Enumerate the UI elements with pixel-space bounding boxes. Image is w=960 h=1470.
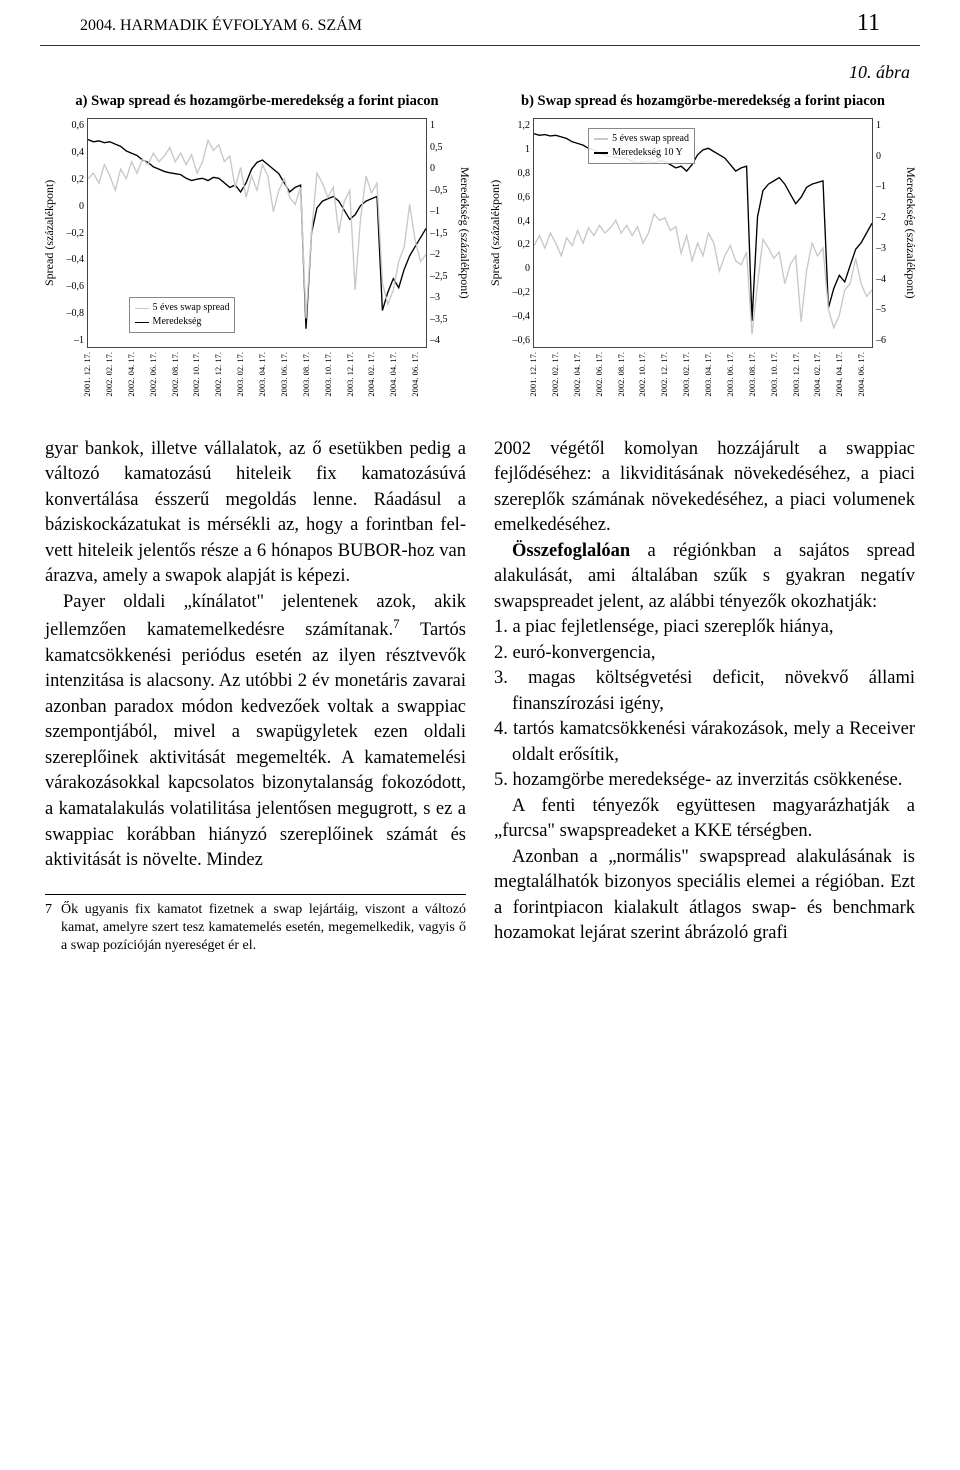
legend-item: Meredekség 10 Y — [594, 146, 689, 160]
chart-a-title: a) Swap spread és hozamgörbe-meredekség … — [40, 93, 474, 110]
chart-a-legend: 5 éves swap spreadMeredekség — [129, 297, 236, 333]
right-p4: Azonban a „normális" swapspread ala­kulá… — [494, 845, 915, 947]
chart-b-yright-label: Meredekség (százalékpont) — [901, 118, 920, 348]
footnote-7: 7 Ők ugyanis fix kamatot fizetnek a swap… — [45, 894, 466, 956]
chart-a-yright-label: Meredekség (százalékpont) — [455, 118, 474, 348]
page-number: 11 — [857, 10, 880, 37]
chart-b-legend: 5 éves swap spreadMeredekség 10 Y — [588, 128, 695, 164]
chart-b-yleft-ticks: 1,210,80,60,40,20–0,2–0,4–0,6 — [505, 118, 533, 348]
chart-a-yleft-label: Spread (százalékpont) — [40, 118, 59, 348]
chart-b: b) Swap spread és hozamgörbe-meredekség … — [486, 93, 920, 397]
chart-b-title: b) Swap spread és hozamgörbe-meredekség … — [486, 93, 920, 110]
legend-item: 5 éves swap spread — [594, 132, 689, 146]
factor-item: 4. tartós kamatcsökkenési várakozások, m… — [512, 717, 915, 768]
right-p2: Összefoglalóan a régiónkban a sajátos sp… — [494, 539, 915, 616]
left-p1: gyar bankok, illetve vállalatok, az ő es… — [45, 437, 466, 590]
right-p3: A fenti tényezők együttesen magyaráz­hat… — [494, 794, 915, 845]
legend-item: 5 éves swap spread — [135, 301, 230, 315]
chart-b-plot: 5 éves swap spreadMeredekség 10 Y — [533, 118, 873, 348]
chart-a-plot: 5 éves swap spreadMeredekség — [87, 118, 427, 348]
body-columns: gyar bankok, illetve vállalatok, az ő es… — [0, 397, 960, 955]
chart-b-yleft-label: Spread (százalékpont) — [486, 118, 505, 348]
header-title: 2004. HARMADIK ÉVFOLYAM 6. SZÁM — [80, 17, 362, 35]
factor-item: 5. hozamgörbe meredeksége- az inverz­itá… — [512, 768, 915, 794]
factor-item: 1. a piac fejletlensége, piaci szereplők… — [512, 615, 915, 641]
page-header: 2004. HARMADIK ÉVFOLYAM 6. SZÁM 11 — [40, 0, 920, 46]
left-p2: Payer oldali „kínálatot" jelentenek azok… — [45, 590, 466, 874]
chart-a-xticks: 2001. 12. 17.2002. 02. 17.2002. 04. 17.2… — [40, 352, 474, 397]
right-p1: 2002 végétől komolyan hozzájárult a swap… — [494, 437, 915, 539]
chart-a-yleft-ticks: 0,60,40,20–0,2–0,4–0,6–0,8–1 — [59, 118, 87, 348]
figure-label: 10. ábra — [0, 56, 960, 93]
charts-row: a) Swap spread és hozamgörbe-meredekség … — [0, 93, 960, 397]
legend-item: Meredekség — [135, 315, 230, 329]
chart-a-yright-ticks: 10,50–0,5–1–1,5–2–2,5–3–3,5–4 — [427, 118, 455, 348]
factor-list: 1. a piac fejletlensége, piaci szereplők… — [494, 615, 915, 794]
factor-item: 3. magas költségvetési deficit, növekvő … — [512, 666, 915, 717]
chart-b-yright-ticks: 10–1–2–3–4–5–6 — [873, 118, 901, 348]
left-column: gyar bankok, illetve vállalatok, az ő es… — [45, 437, 466, 955]
chart-a: a) Swap spread és hozamgörbe-meredekség … — [40, 93, 474, 397]
factor-item: 2. euró-konvergencia, — [512, 641, 915, 667]
chart-b-xticks: 2001. 12. 17.2002. 02. 17.2002. 04. 17.2… — [486, 352, 920, 397]
right-column: 2002 végétől komolyan hozzájárult a swap… — [494, 437, 915, 955]
